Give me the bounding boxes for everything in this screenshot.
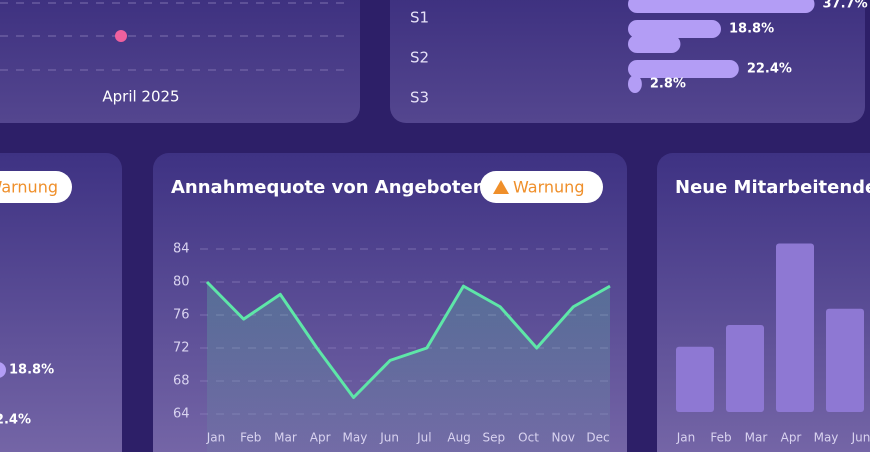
category-label: S2 [410,49,429,67]
warning-icon [493,180,509,194]
x-tick-label: Nov [552,431,575,445]
bar [676,346,714,412]
x-tick-label: Sep [483,431,506,445]
x-tick-label: Feb [240,431,261,445]
bar [826,308,864,412]
bar-end [0,362,6,378]
x-tick-label: Apr [781,431,802,445]
bar [628,20,722,38]
x-tick-label: Feb [710,431,731,445]
line [205,280,611,399]
x-tick-label: Oct [518,431,539,445]
x-tick-label: Apr [310,431,331,445]
bar [628,75,642,93]
card [0,0,360,123]
y-tick-label: 84 [173,242,190,257]
chart-title: Neue Mitarbeitende [675,177,870,198]
x-tick-label: Jan [206,431,226,445]
bar [628,60,739,78]
badge [0,171,72,203]
bar [776,243,814,412]
area [207,282,610,452]
value-label: 22.4% [747,62,792,77]
x-tick-label: Jan [676,431,696,445]
x-tick-label: Dec [586,431,609,445]
badge-text: Warnung [513,178,584,197]
y-tick-label: 72 [173,341,190,356]
value-label: 22.4% [0,413,31,428]
y-tick-label: 76 [173,308,190,323]
x-tick-label: Jun [851,431,870,445]
x-tick-label: Jul [416,431,431,445]
bar [628,0,815,13]
y-tick-label: 64 [173,407,190,422]
x-tick-label: Jun [379,431,399,445]
bar [628,35,681,53]
x-tick-label: Aug [447,431,470,445]
category-label: S3 [410,89,429,107]
y-tick-label: 68 [173,374,190,389]
x-tick-label: May [343,431,368,445]
point [115,30,127,42]
card [0,153,122,452]
value-label: 18.8% [729,22,774,37]
card [390,0,865,123]
x-label: April 2025 [102,88,179,106]
category-label: S1 [410,9,429,27]
y-tick-label: 80 [173,275,190,290]
value-label: 18.8% [9,363,54,378]
bar [726,325,764,412]
badge-text: Warnung [0,178,58,197]
x-tick-label: Mar [745,431,768,445]
chart-title: Annahmequote von Angeboten [171,177,486,198]
x-tick-label: Mar [274,431,297,445]
badge [480,171,603,203]
x-tick-label: May [814,431,839,445]
value-label: 37.7% [823,0,868,12]
value-label: 2.8% [650,77,686,92]
